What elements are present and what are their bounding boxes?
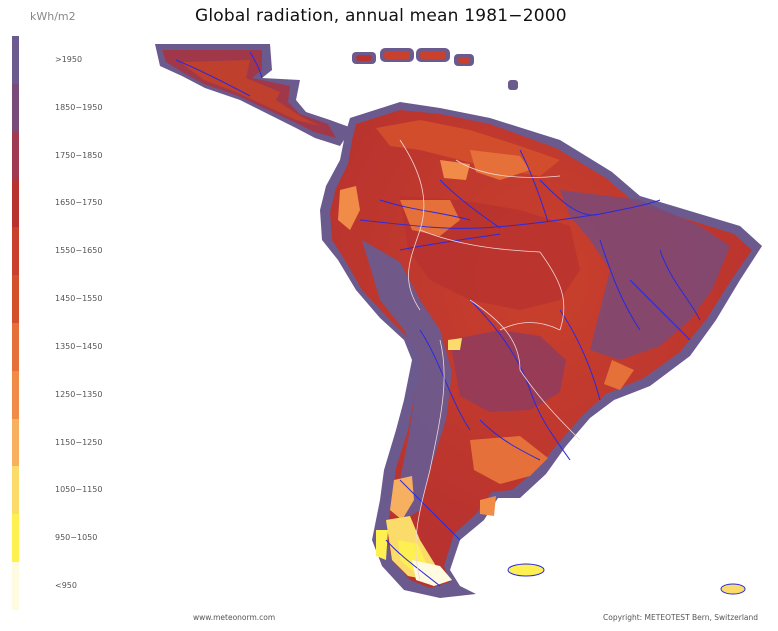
country-borders xyxy=(399,139,581,581)
southern-islands xyxy=(507,563,746,595)
legend-swatch xyxy=(12,131,19,180)
caribbean-islands xyxy=(352,48,518,90)
legend-swatch xyxy=(12,466,19,515)
footer-website: www.meteonorm.com xyxy=(193,613,276,622)
legend-swatch xyxy=(12,36,19,84)
low-radiation-patches xyxy=(338,150,634,586)
legend-label: 1150−1250 xyxy=(55,437,103,447)
legend-swatch xyxy=(12,275,19,323)
legend-label: 1650−1750 xyxy=(55,198,103,208)
legend-label: 1850−1950 xyxy=(55,102,103,112)
central-high-zone xyxy=(450,330,566,412)
legend-swatch xyxy=(12,322,19,371)
legend-unit: kWh/m2 xyxy=(30,10,76,23)
legend-label: 1250−1350 xyxy=(55,389,103,399)
legend-label: 1050−1150 xyxy=(55,485,103,495)
brazil-high-zone xyxy=(560,190,730,360)
legend-swatch xyxy=(12,514,19,563)
legend-swatch xyxy=(12,179,19,228)
legend-swatch xyxy=(12,562,19,610)
legend-label: 1550−1650 xyxy=(55,246,103,256)
legend-label: 1450−1550 xyxy=(55,294,103,304)
legend-label: <950 xyxy=(55,581,77,591)
central-america xyxy=(155,44,352,146)
footer-copyright: Copyright: METEOTEST Bern, Switzerland xyxy=(603,613,759,622)
legend-label: 950−1050 xyxy=(55,533,98,543)
andes-high-zone xyxy=(362,240,452,520)
legend-label: >1950 xyxy=(55,54,83,64)
map-title: Global radiation, annual mean 1981−2000 xyxy=(195,6,567,26)
legend-swatch xyxy=(12,370,19,419)
legend-swatch xyxy=(12,83,19,132)
legend-swatch xyxy=(12,418,19,467)
legend-label: 1750−1850 xyxy=(55,150,103,160)
rivers xyxy=(175,51,701,587)
legend-color-bar xyxy=(12,36,19,610)
legend-swatch xyxy=(12,227,19,276)
legend-label: 1350−1450 xyxy=(55,341,103,351)
